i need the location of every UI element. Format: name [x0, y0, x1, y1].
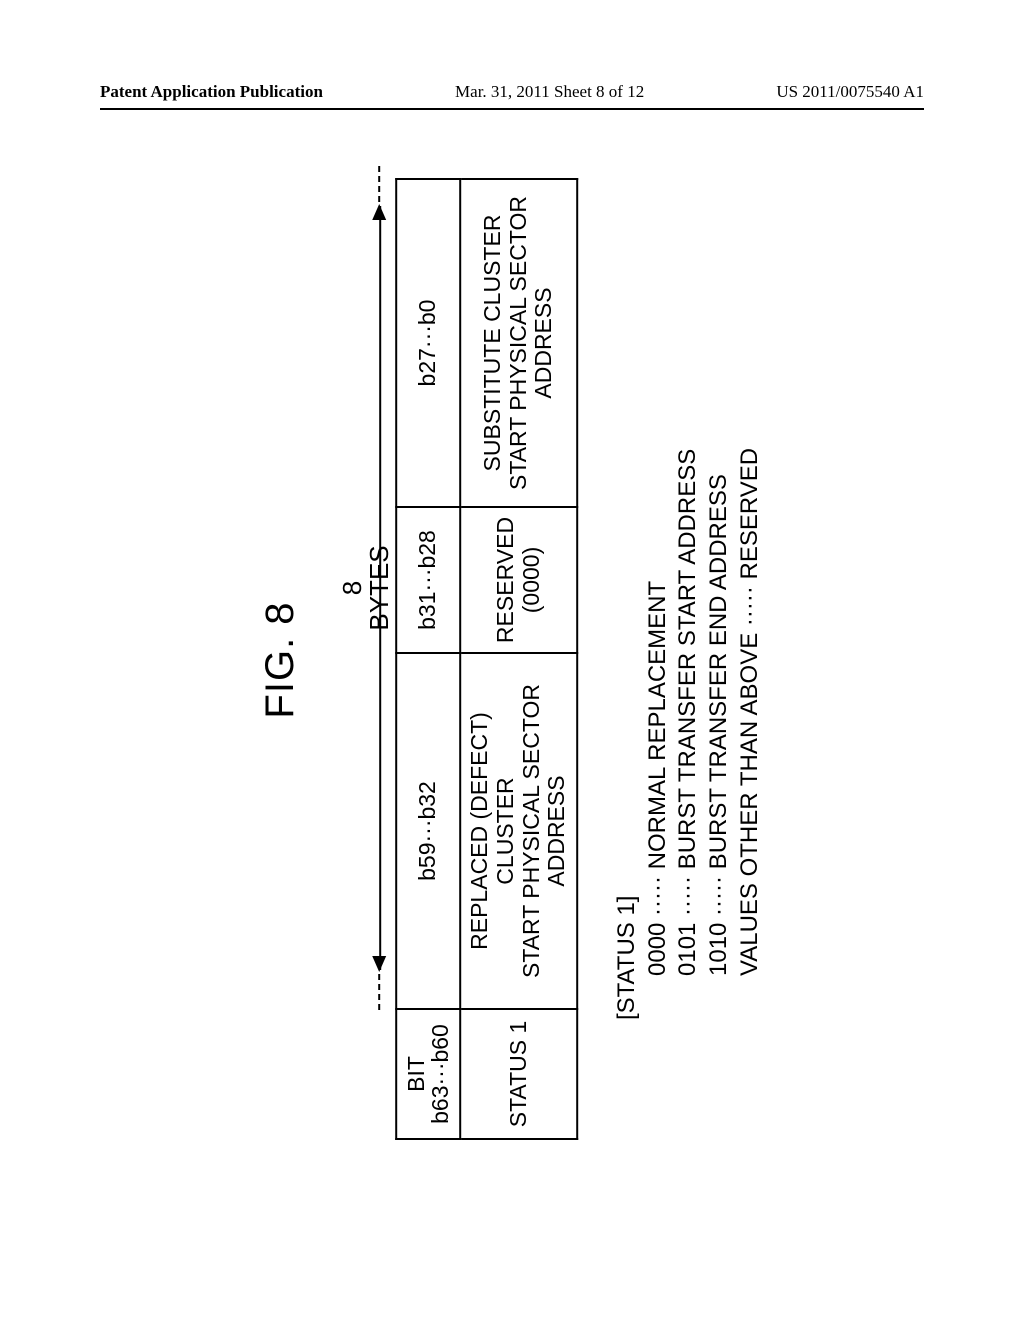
bytes-dash-left	[378, 974, 380, 1010]
substitute-cluster-cell: SUBSTITUTE CLUSTER START PHYSICAL SECTOR…	[460, 179, 577, 507]
bytes-extent-bar: 8 BYTES	[339, 206, 395, 970]
cell-line: REPLACED (DEFECT) CLUSTER	[467, 658, 519, 1004]
cell-line: SUBSTITUTE CLUSTER	[480, 184, 506, 502]
status-legend: [STATUS 1] 0000 ····· NORMAL REPLACEMENT…	[612, 180, 766, 1020]
bit-range-cell-1: b59···b32	[396, 653, 460, 1009]
figure: FIG. 8 8 BYTES BIT	[258, 180, 766, 1140]
bit-range: b63···b60	[428, 1024, 452, 1124]
legend-row: 0101 ····· BURST TRANSFER START ADDRESS	[674, 180, 705, 1020]
legend-title: [STATUS 1]	[612, 180, 643, 1020]
bit-range-cell-3: b27···b0	[396, 179, 460, 507]
legend-row: 1010 ····· BURST TRANSFER END ADDRESS	[704, 180, 735, 1020]
bit-range-cell-2: b31···b28	[396, 507, 460, 653]
figure-wrapper: FIG. 8 8 BYTES BIT	[258, 180, 766, 1140]
bytes-unit: BYTES	[367, 545, 394, 630]
legend-row: VALUES OTHER THAN ABOVE ····· RESERVED	[735, 180, 766, 1020]
bytes-dash-right	[378, 166, 380, 202]
bytes-label: 8 BYTES	[339, 545, 394, 630]
header-right: US 2011/0075540 A1	[776, 82, 924, 102]
page-header: Patent Application Publication Mar. 31, …	[100, 82, 924, 102]
status-cell: STATUS 1	[460, 1009, 577, 1139]
header-rule	[100, 108, 924, 110]
bit-label: BIT	[404, 1056, 428, 1092]
replaced-cluster-cell: REPLACED (DEFECT) CLUSTER START PHYSICAL…	[460, 653, 577, 1009]
cell-line: START PHYSICAL SECTOR ADDRESS	[519, 658, 571, 1004]
table-row: STATUS 1 REPLACED (DEFECT) CLUSTER START…	[460, 179, 577, 1139]
reserved-cell: RESERVED (0000)	[460, 507, 577, 653]
header-left: Patent Application Publication	[100, 82, 323, 102]
cell-line: (0000)	[519, 512, 545, 648]
arrow-right-icon	[372, 204, 386, 220]
bytes-count: 8	[339, 545, 366, 630]
cell-line: RESERVED	[493, 512, 519, 648]
bit-range-cell-0: BIT b63···b60	[396, 1009, 460, 1139]
cell-line: START PHYSICAL SECTOR ADDRESS	[506, 184, 558, 502]
legend-row: 0000 ····· NORMAL REPLACEMENT	[643, 180, 674, 1020]
table-row: BIT b63···b60 b59···b32 b31···b28 b27···…	[396, 179, 460, 1139]
figure-title: FIG. 8	[258, 180, 303, 1140]
header-center: Mar. 31, 2011 Sheet 8 of 12	[455, 82, 644, 102]
page: Patent Application Publication Mar. 31, …	[0, 0, 1024, 1320]
bits-table: BIT b63···b60 b59···b32 b31···b28 b27···…	[395, 178, 578, 1140]
